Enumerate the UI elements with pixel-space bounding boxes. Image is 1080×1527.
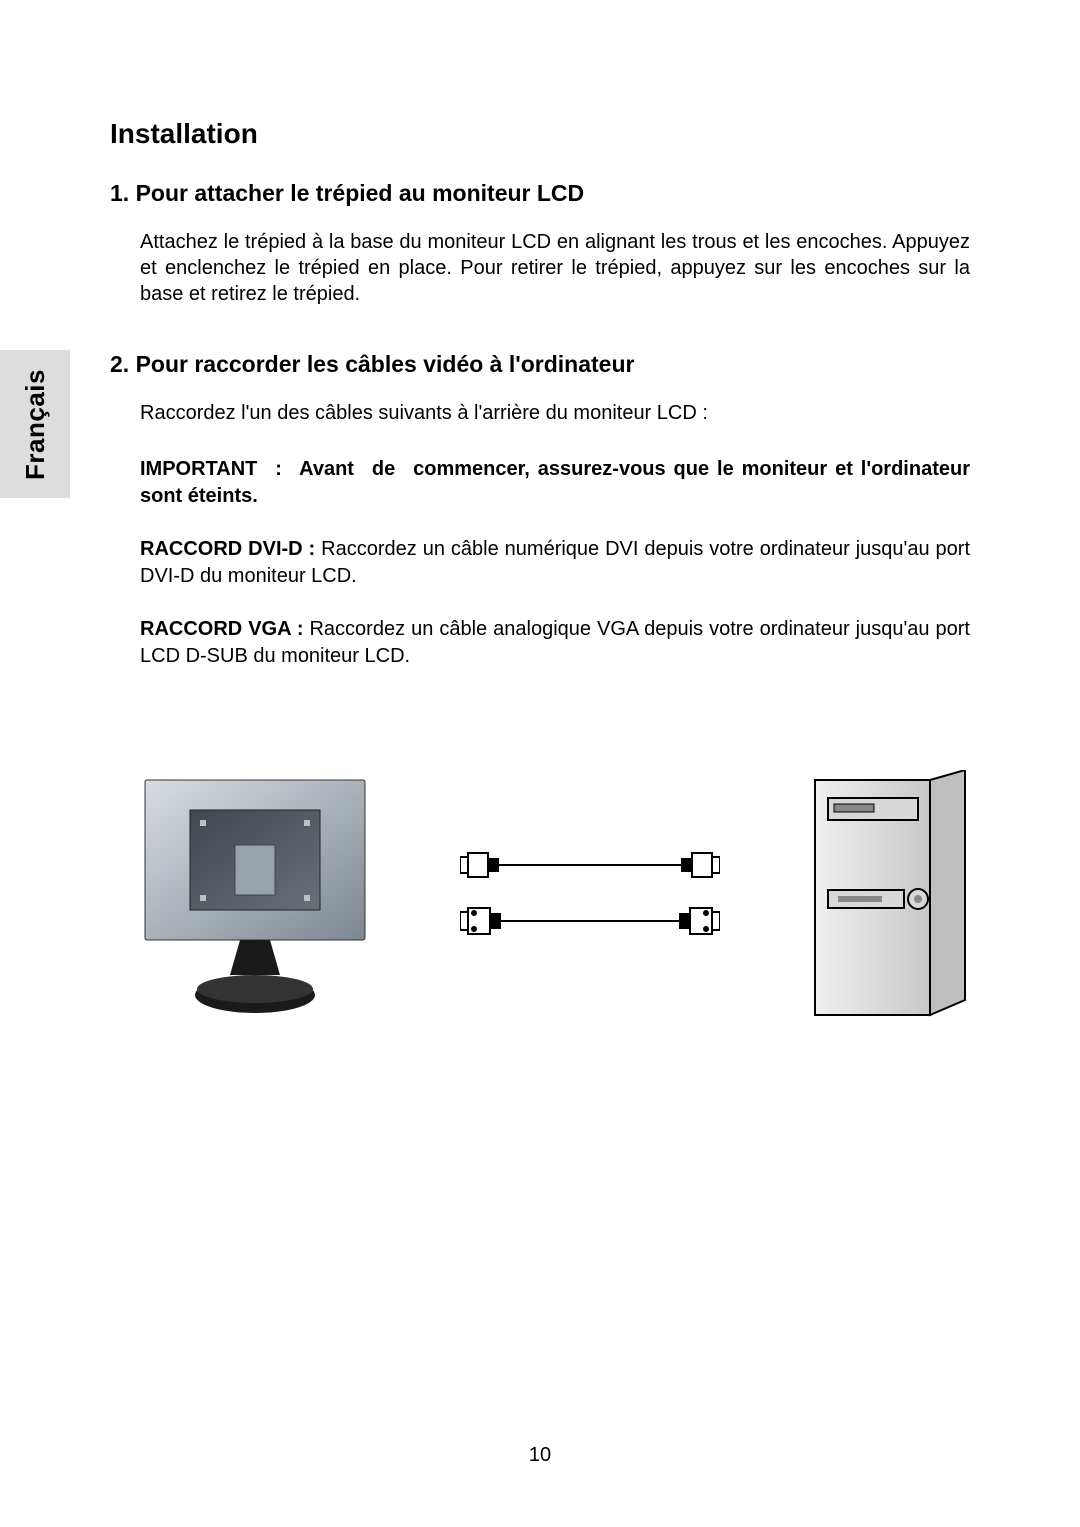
language-label: Français [20, 369, 51, 480]
section-1-paragraph: Attachez le trépied à la base du moniteu… [140, 229, 970, 307]
monitor-rear-icon [140, 775, 370, 1015]
important-note: IMPORTANT : Avant de commencer, assurez-… [140, 456, 970, 510]
document-page: Français Installation 1. Pour attacher l… [0, 0, 1080, 1527]
page-number: 10 [0, 1444, 1080, 1467]
cables-icon [460, 835, 720, 955]
dvid-lead: RACCORD DVI-D : [140, 538, 315, 560]
vga-line: RACCORD VGA : Raccordez un câble analogi… [140, 616, 970, 670]
section-2-item-dvid: RACCORD DVI-D : Raccordez un câble numér… [110, 536, 970, 590]
section-2-body: Raccordez l'un des câbles suivants à l'a… [110, 400, 970, 426]
pc-tower-icon [810, 770, 970, 1020]
vga-lead: RACCORD VGA : [140, 618, 303, 640]
important-lead: IMPORTANT : Avant de commencer, [140, 458, 530, 480]
page-title: Installation [110, 118, 970, 150]
section-1-body: Attachez le trépied à la base du moniteu… [110, 229, 970, 307]
section-2-paragraph: Raccordez l'un des câbles suivants à l'a… [140, 400, 970, 426]
section-2-item-vga: RACCORD VGA : Raccordez un câble analogi… [110, 616, 970, 670]
illustration-row [110, 770, 970, 1020]
language-tab: Français [0, 350, 70, 498]
section-2-important: IMPORTANT : Avant de commencer, assurez-… [110, 456, 970, 510]
section-1-heading: 1. Pour attacher le trépied au moniteur … [110, 180, 970, 207]
dvid-line: RACCORD DVI-D : Raccordez un câble numér… [140, 536, 970, 590]
section-2-heading: 2. Pour raccorder les câbles vidéo à l'o… [110, 351, 970, 378]
